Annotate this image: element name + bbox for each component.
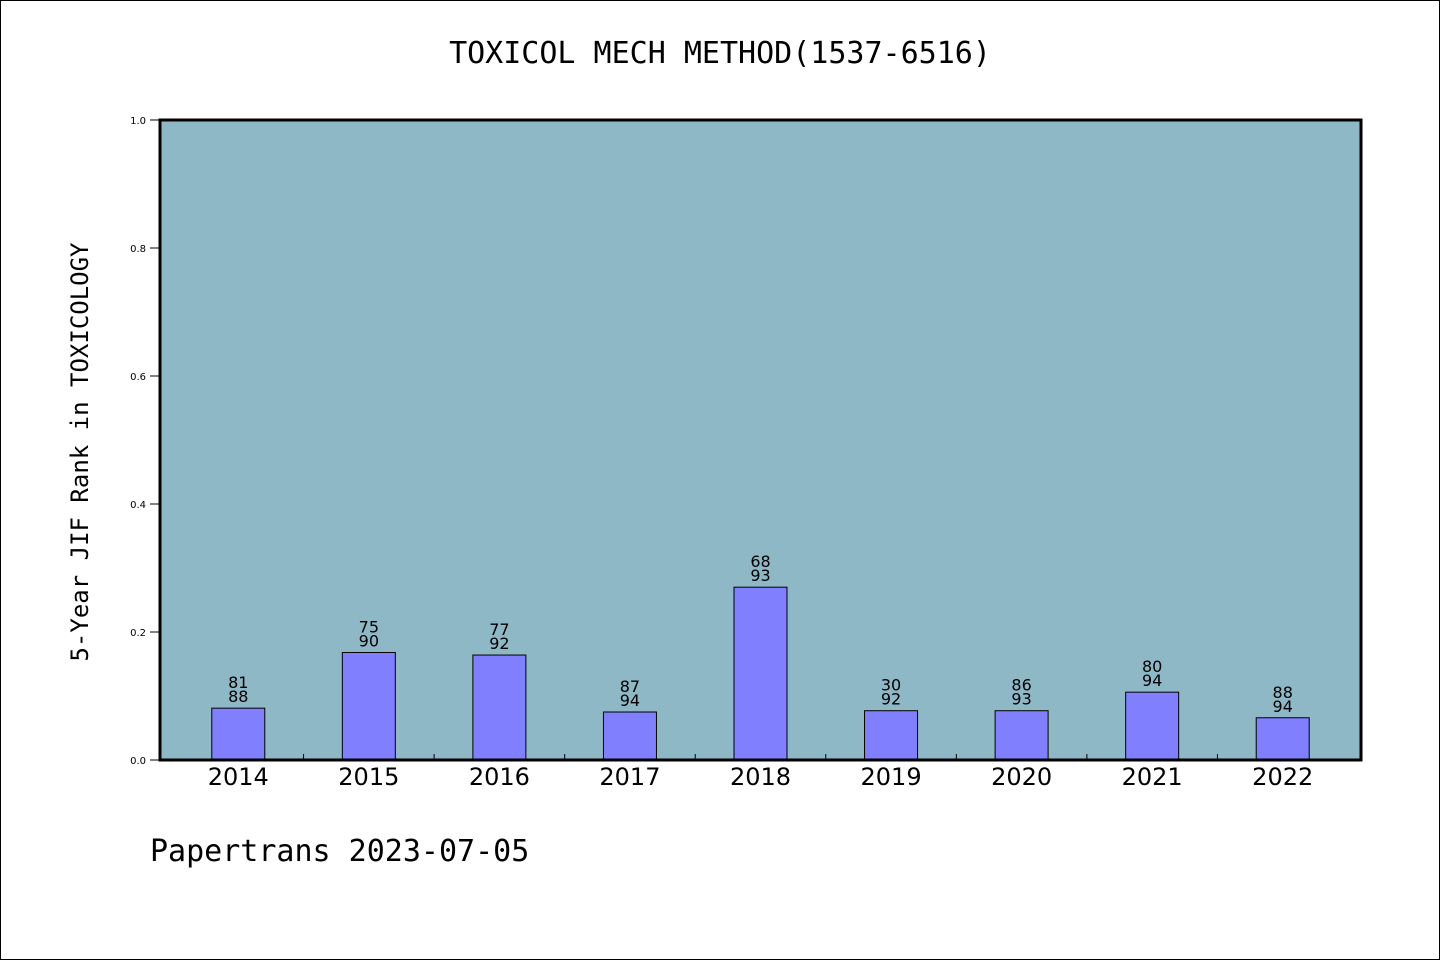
y-tick-label: 0.8 bbox=[130, 244, 146, 255]
x-tick-label: 2016 bbox=[469, 763, 530, 791]
bar bbox=[1255, 717, 1310, 761]
bar bbox=[211, 707, 266, 761]
bar bbox=[472, 654, 527, 761]
x-tick-label: 2017 bbox=[599, 763, 660, 791]
y-ticks-group: 0.0 0.2 0.4 0.6 0.8 1.0 bbox=[130, 116, 160, 767]
x-tick-label: 2020 bbox=[991, 763, 1052, 791]
bar-total-label: 94 bbox=[620, 691, 640, 710]
bar-rank-label: 87 bbox=[620, 677, 640, 696]
bar-rank-label: 86 bbox=[1011, 676, 1031, 695]
bar bbox=[994, 710, 1049, 761]
x-tick-label: 2015 bbox=[338, 763, 399, 791]
bar-total-label: 88 bbox=[228, 687, 248, 706]
y-tick-label: 0.0 bbox=[130, 756, 146, 767]
y-tick-label: 0.2 bbox=[130, 628, 146, 639]
bar bbox=[1125, 691, 1180, 761]
y-tick-label: 0.4 bbox=[130, 500, 146, 511]
bar-total-label: 94 bbox=[1142, 671, 1162, 690]
bar bbox=[864, 710, 919, 761]
footer-credit: Papertrans 2023-07-05 bbox=[150, 834, 530, 869]
bar-rank-label: 68 bbox=[750, 552, 770, 571]
bar bbox=[341, 651, 396, 761]
bar-total-label: 93 bbox=[750, 566, 770, 585]
bar-total-label: 94 bbox=[1273, 697, 1293, 716]
y-tick-label: 0.6 bbox=[130, 372, 146, 383]
bar-total-label: 93 bbox=[1011, 690, 1031, 709]
bar-rank-label: 30 bbox=[881, 676, 901, 695]
y-tick-label: 1.0 bbox=[130, 116, 146, 127]
bar-total-label: 92 bbox=[881, 690, 901, 709]
bar-rank-label: 75 bbox=[359, 617, 379, 636]
chart-title: TOXICOL MECH METHOD(1537-6516) bbox=[449, 36, 991, 71]
bar-total-label: 90 bbox=[359, 631, 379, 650]
x-tick-label: 2019 bbox=[861, 763, 922, 791]
x-tick-label: 2022 bbox=[1252, 763, 1313, 791]
bar-rank-label: 81 bbox=[228, 673, 248, 692]
x-ticks-group: 2014 2015 2016 2017 2018 2019 2020 2021 2022 bbox=[208, 754, 1313, 791]
x-tick-label: 2014 bbox=[208, 763, 269, 791]
bar bbox=[733, 586, 788, 761]
bar bbox=[602, 711, 657, 761]
bar-total-label: 92 bbox=[489, 634, 509, 653]
plot-border bbox=[158, 118, 1363, 762]
x-tick-label: 2018 bbox=[730, 763, 791, 791]
bar-rank-label: 77 bbox=[489, 620, 509, 639]
bar-rank-label: 80 bbox=[1142, 657, 1162, 676]
x-tick-label: 2021 bbox=[1122, 763, 1183, 791]
bar-rank-label: 88 bbox=[1273, 683, 1293, 702]
